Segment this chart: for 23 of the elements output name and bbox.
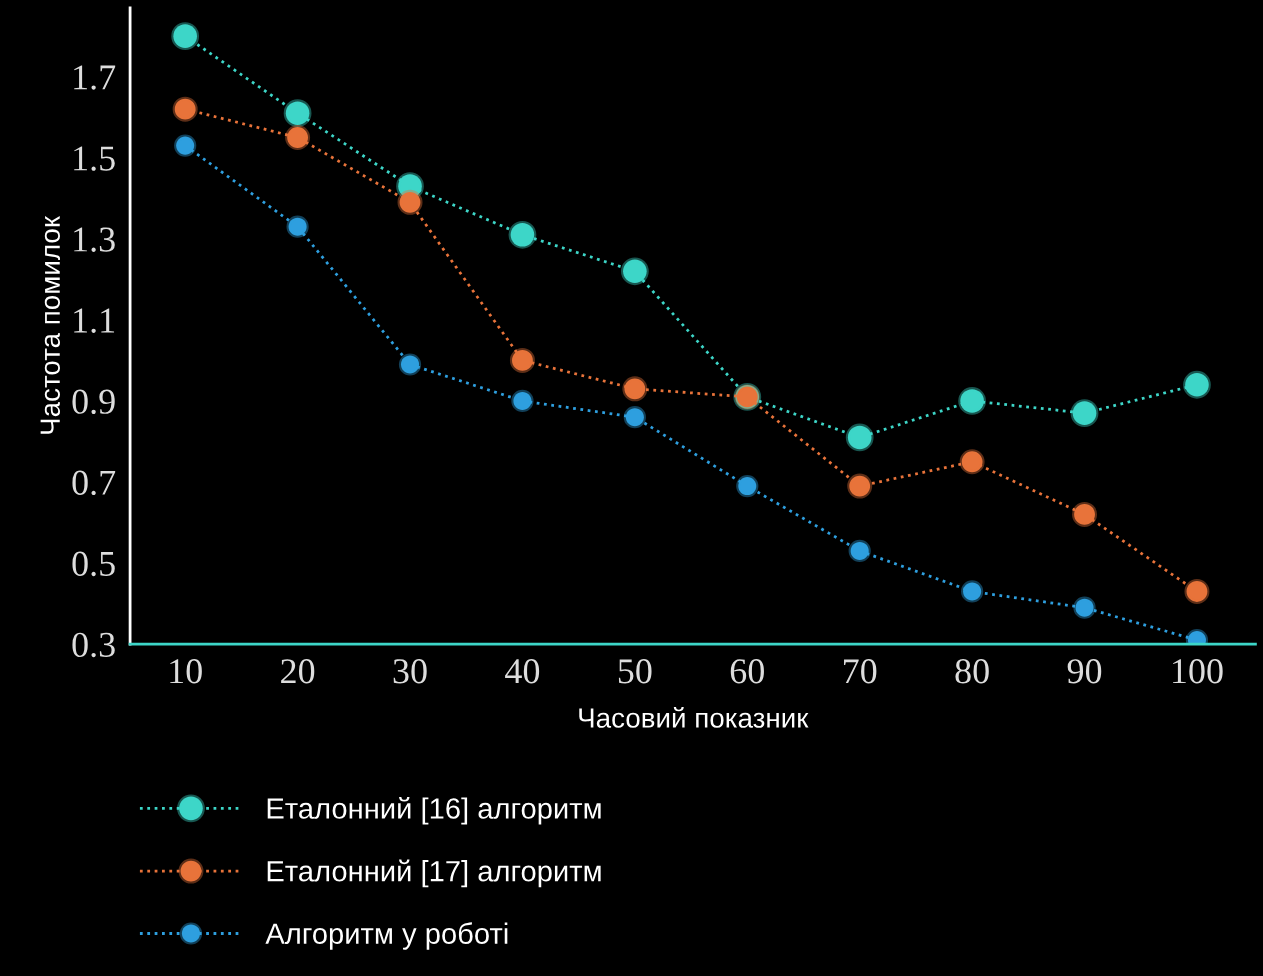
y-tick-label: 1.1 — [74, 308, 115, 333]
y-tick-label: 0.3 — [72, 632, 115, 658]
x-tick-label: 50 — [618, 659, 652, 684]
y-tick-label: 1.5 — [74, 146, 115, 171]
y-tick-label: 1.3 — [74, 227, 115, 252]
x-tick-label: 100 — [1173, 659, 1223, 684]
x-tick-label: 20 — [281, 659, 315, 684]
x-tick-label: 70 — [844, 659, 877, 684]
x-tick-label: 60 — [730, 659, 764, 684]
legend-label: Алгоритм у роботі — [265, 922, 508, 950]
legend-label: Еталонний [16] алгоритм — [267, 796, 601, 825]
x-tick-label: 80 — [955, 659, 989, 684]
x-tick-label: 30 — [393, 659, 427, 684]
x-tick-label: 10 — [170, 659, 202, 684]
y-tick-label: 0.9 — [72, 389, 115, 415]
y-axis-title: Частота помилок — [40, 215, 61, 434]
legend-label: Еталонний [17] алгоритм — [267, 859, 601, 888]
y-tick-label: 0.5 — [72, 551, 115, 577]
x-tick-label: 90 — [1067, 659, 1102, 684]
x-tick-label: 40 — [505, 659, 540, 684]
y-tick-label: 1.7 — [74, 65, 116, 90]
x-axis-title: Часовий показник — [579, 706, 809, 728]
y-tick-label: 0.7 — [72, 470, 116, 496]
